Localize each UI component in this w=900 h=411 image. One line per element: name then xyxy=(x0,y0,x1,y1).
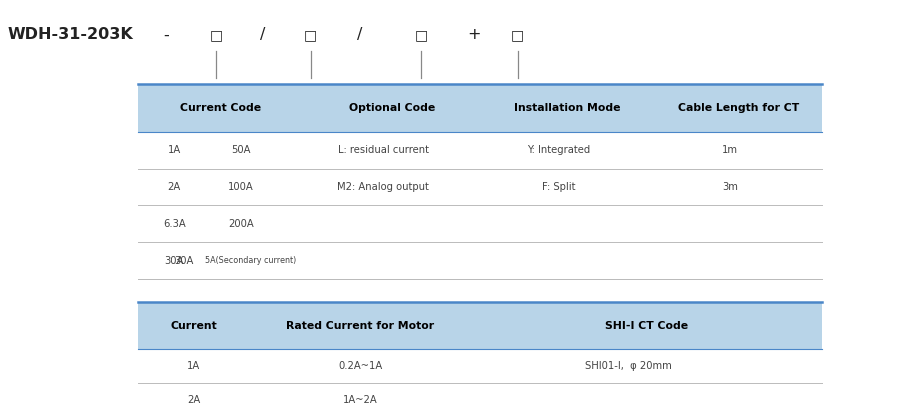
Text: 6.3A: 6.3A xyxy=(163,219,185,229)
Text: L: residual current: L: residual current xyxy=(338,145,428,155)
Bar xyxy=(138,302,250,349)
Bar xyxy=(138,84,304,132)
Text: F: Split: F: Split xyxy=(542,182,575,192)
Text: /: / xyxy=(260,28,265,42)
Text: 50A: 50A xyxy=(231,145,251,155)
Text: 0.2A~1A: 0.2A~1A xyxy=(338,361,382,371)
Text: 2A: 2A xyxy=(167,182,181,192)
Text: 200A: 200A xyxy=(228,219,254,229)
Bar xyxy=(250,302,471,349)
Text: Cable Length for CT: Cable Length for CT xyxy=(678,103,799,113)
Text: □: □ xyxy=(210,28,222,42)
Text: Current Code: Current Code xyxy=(180,103,262,113)
Text: 30A: 30A xyxy=(165,256,184,266)
Text: 1A~2A: 1A~2A xyxy=(343,395,378,405)
Text: □: □ xyxy=(415,28,428,42)
Text: M2: Analog output: M2: Analog output xyxy=(338,182,429,192)
Text: WDH-31-203K: WDH-31-203K xyxy=(7,28,133,42)
Text: Installation Mode: Installation Mode xyxy=(514,103,621,113)
Bar xyxy=(471,302,822,349)
Text: 1A: 1A xyxy=(167,145,181,155)
Text: Y: Integrated: Y: Integrated xyxy=(527,145,590,155)
Bar xyxy=(655,84,822,132)
Text: Optional Code: Optional Code xyxy=(349,103,435,113)
Text: SHI01-I,  φ 20mm: SHI01-I, φ 20mm xyxy=(585,361,672,371)
Text: Current: Current xyxy=(171,321,217,331)
Text: 1m: 1m xyxy=(722,145,738,155)
Text: □: □ xyxy=(511,28,524,42)
Text: 100A: 100A xyxy=(228,182,254,192)
Text: -: - xyxy=(164,28,169,42)
Text: Rated Current for Motor: Rated Current for Motor xyxy=(286,321,435,331)
Text: 5A(Secondary current): 5A(Secondary current) xyxy=(205,256,296,266)
Bar xyxy=(480,84,655,132)
Text: □: □ xyxy=(304,28,317,42)
Text: +: + xyxy=(468,28,481,42)
Text: /: / xyxy=(357,28,363,42)
Bar xyxy=(304,84,480,132)
Text: SHI-I CT Code: SHI-I CT Code xyxy=(605,321,688,331)
Text: 2A: 2A xyxy=(187,395,201,405)
Text: 3m: 3m xyxy=(722,182,738,192)
Text: 30A: 30A xyxy=(175,256,194,266)
Text: 1A: 1A xyxy=(187,361,201,371)
